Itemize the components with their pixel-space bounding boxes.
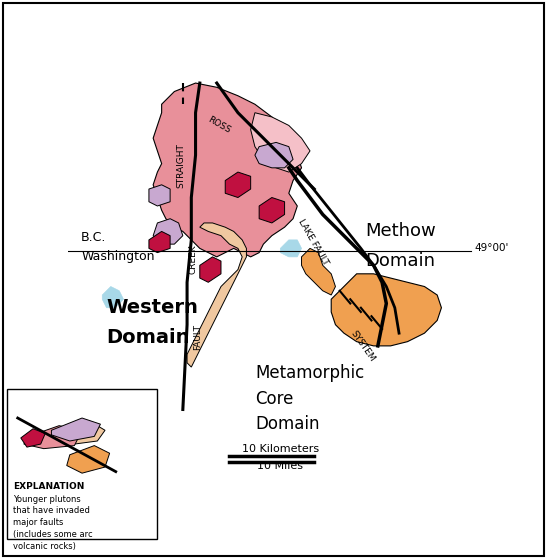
Text: Younger plutons
that have invaded
major faults
(includes some arc
volcanic rocks: Younger plutons that have invaded major … [13, 495, 93, 551]
Text: STRAIGHT: STRAIGHT [176, 143, 185, 188]
Text: Metamorphic: Metamorphic [255, 364, 364, 382]
Text: SYSTEM: SYSTEM [349, 329, 377, 363]
Polygon shape [59, 421, 105, 444]
Polygon shape [187, 223, 246, 367]
Polygon shape [280, 240, 301, 257]
Text: LAKE FAULT: LAKE FAULT [296, 217, 330, 267]
Polygon shape [153, 83, 301, 257]
Text: Domain: Domain [255, 415, 319, 433]
Text: 10 Miles: 10 Miles [257, 461, 304, 471]
FancyBboxPatch shape [7, 389, 157, 539]
Text: EXPLANATION: EXPLANATION [13, 482, 84, 491]
Polygon shape [67, 446, 109, 473]
Polygon shape [200, 257, 221, 282]
Text: Methow: Methow [365, 222, 436, 240]
Polygon shape [149, 231, 170, 253]
Text: B.C.: B.C. [81, 231, 107, 244]
Polygon shape [149, 185, 170, 206]
Text: ROSS: ROSS [206, 115, 232, 135]
Text: FAULT: FAULT [193, 324, 202, 350]
Text: Western: Western [107, 299, 199, 317]
Text: Domain: Domain [107, 328, 190, 347]
Polygon shape [301, 248, 335, 295]
Text: 49°00': 49°00' [474, 243, 509, 253]
Polygon shape [225, 172, 251, 197]
Text: Washington: Washington [81, 250, 155, 263]
Polygon shape [24, 426, 82, 449]
Polygon shape [255, 143, 293, 168]
Polygon shape [21, 429, 45, 447]
Text: Domain: Domain [365, 252, 435, 270]
Text: 10 Kilometers: 10 Kilometers [242, 444, 319, 454]
Polygon shape [102, 287, 124, 308]
Polygon shape [153, 219, 183, 244]
Text: Core: Core [255, 390, 293, 408]
Polygon shape [331, 274, 441, 346]
Polygon shape [259, 197, 284, 223]
Text: CREEK: CREEK [189, 244, 198, 274]
Polygon shape [51, 418, 101, 441]
Polygon shape [251, 113, 310, 172]
